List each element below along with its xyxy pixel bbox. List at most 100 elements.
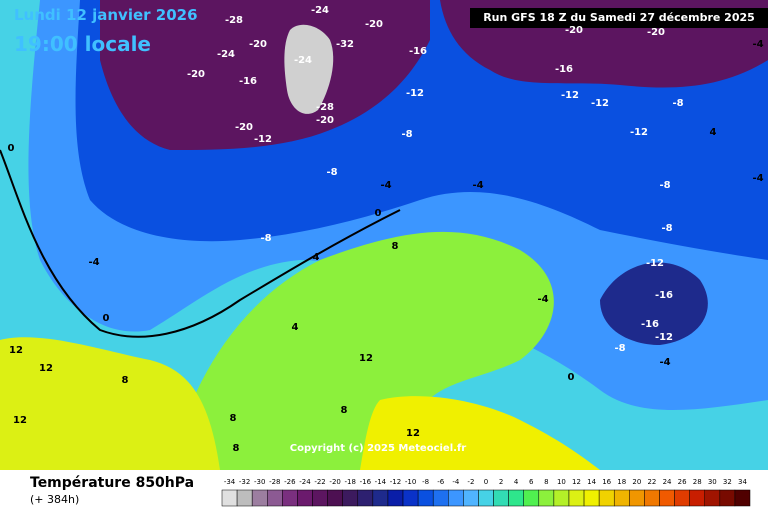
scale-swatch: [312, 489, 328, 507]
scale-label: 14: [587, 478, 596, 486]
contour-label: -20: [565, 25, 583, 36]
scale-label: -16: [360, 478, 372, 486]
scale-swatch: [417, 489, 434, 507]
scale-swatch: [704, 489, 721, 507]
contour-label: 12: [359, 353, 373, 364]
contour-label: 8: [230, 413, 237, 424]
copyright: Copyright (c) 2025 Meteociel.fr: [290, 443, 467, 454]
scale-label: 28: [693, 478, 702, 486]
contour-label: -4: [88, 257, 99, 268]
scale-label: -24: [299, 478, 311, 486]
contour-label: -32: [336, 39, 354, 50]
contour-label: -12: [655, 332, 673, 343]
cold-pool-east: [600, 262, 708, 345]
contour-label: -8: [659, 180, 670, 191]
contour-label: -20: [187, 69, 205, 80]
scale-swatch: [508, 489, 524, 507]
contour-label: 0: [568, 372, 575, 383]
contour-label: 12: [406, 428, 420, 439]
scale-swatch: [598, 489, 615, 507]
map-date: Lundi 12 janvier 2026: [14, 6, 198, 24]
scale-label: 12: [572, 478, 581, 486]
contour-label: -16: [655, 290, 673, 301]
contour-label: -16: [239, 76, 257, 87]
scale-swatch: [221, 489, 238, 507]
scale-label: -34: [224, 478, 236, 486]
scale-swatch: [448, 489, 464, 507]
scale-label: -12: [390, 478, 401, 486]
scale-label: 0: [484, 478, 488, 486]
scale-label: -14: [375, 478, 387, 486]
scale-label: -20: [329, 478, 340, 486]
contour-label: -4: [380, 180, 391, 191]
contour-label: 4: [292, 322, 299, 333]
scale-swatch: [387, 489, 404, 507]
contour-label: 4: [313, 252, 320, 263]
contour-label: 8: [341, 405, 348, 416]
scale-label: 6: [529, 478, 534, 486]
scale-label: 30: [708, 478, 717, 486]
scale-swatch: [432, 489, 449, 507]
scale-label: -28: [269, 478, 280, 486]
scale-label: -30: [254, 478, 265, 486]
contour-label: -8: [401, 129, 412, 140]
scale-label: -22: [314, 478, 325, 486]
warm-southwest: [0, 337, 220, 470]
scale-swatch: [282, 489, 298, 507]
contour-label: -16: [641, 319, 659, 330]
scale-label: -8: [422, 478, 429, 486]
scale-swatch: [523, 489, 540, 507]
scale-label: 32: [723, 478, 732, 486]
scale-label: 26: [678, 478, 687, 486]
scale-swatch: [267, 489, 283, 507]
scale-swatch: [553, 489, 570, 507]
contour-label: -24: [311, 5, 329, 16]
contour-label: -12: [561, 90, 579, 101]
scale-swatch: [463, 489, 479, 507]
contour-label: 8: [392, 241, 399, 252]
contour-label: -12: [406, 88, 424, 99]
scale-label: -4: [452, 478, 460, 486]
scale-label: 22: [647, 478, 656, 486]
contour-label: -4: [752, 39, 763, 50]
scale-swatch: [478, 489, 494, 507]
scale-label: -26: [284, 478, 296, 486]
run-banner: [470, 8, 768, 28]
contour-label: -8: [672, 98, 683, 109]
contour-label: -4: [472, 180, 483, 191]
scale-label: -6: [437, 478, 445, 486]
run-info: Run GFS 18 Z du Samedi 27 décembre 2025: [483, 11, 755, 24]
contour-label: -12: [630, 127, 648, 138]
scale-label: 4: [514, 478, 519, 486]
contour-label: 12: [9, 345, 23, 356]
scale-swatch: [734, 489, 751, 507]
contour-label: 0: [375, 208, 382, 219]
contour-label: -20: [235, 122, 253, 133]
contour-label: -4: [659, 357, 670, 368]
contour-label: -28: [316, 102, 334, 113]
scale-label: 8: [544, 478, 548, 486]
warm-south: [360, 396, 600, 470]
scale-swatch: [297, 489, 313, 507]
scale-swatch: [236, 489, 253, 507]
mild-europe: [170, 231, 554, 470]
scale-label: 16: [602, 478, 611, 486]
contour-label: -8: [661, 223, 672, 234]
arctic-air-west: [100, 0, 430, 150]
contour-label: -20: [316, 115, 334, 126]
contour-label: 12: [13, 415, 27, 426]
map-time: 19:00 locale: [14, 32, 151, 56]
scale-label: -2: [467, 478, 474, 486]
contour-label: -4: [537, 294, 548, 305]
contour-label: -24: [217, 49, 235, 60]
scale-swatch: [342, 489, 359, 507]
contour-label: -24: [294, 55, 312, 66]
scale-swatch: [613, 489, 630, 507]
scale-label: 34: [738, 478, 747, 486]
scale-swatch: [583, 489, 600, 507]
contour-label: -12: [591, 98, 609, 109]
scale-label: 2: [499, 478, 503, 486]
contour-label: -8: [614, 343, 625, 354]
scale-swatch: [644, 489, 660, 507]
scale-swatch: [538, 489, 555, 507]
